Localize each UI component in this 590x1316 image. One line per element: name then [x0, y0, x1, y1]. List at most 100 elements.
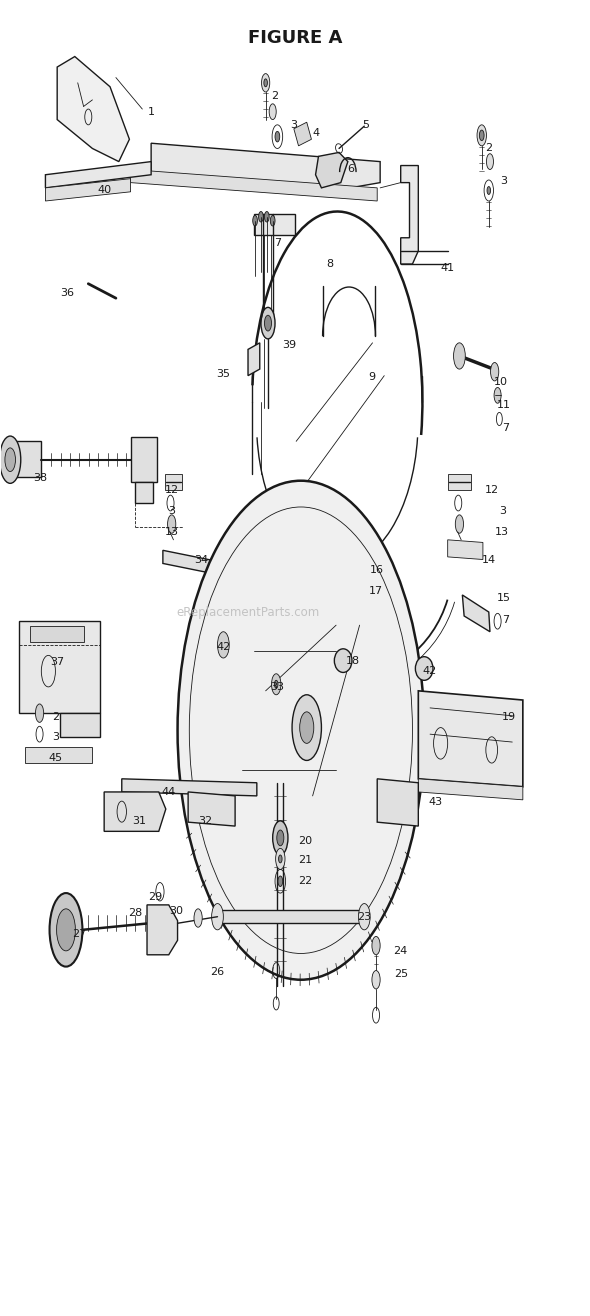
Text: 7: 7: [502, 424, 509, 433]
Circle shape: [477, 125, 486, 146]
Text: 33: 33: [270, 682, 284, 692]
Text: 42: 42: [216, 642, 231, 653]
Text: 15: 15: [496, 592, 510, 603]
Polygon shape: [218, 911, 364, 924]
Polygon shape: [165, 474, 182, 490]
Circle shape: [253, 216, 257, 226]
Text: 12: 12: [484, 484, 499, 495]
Circle shape: [356, 549, 369, 578]
Circle shape: [270, 216, 275, 226]
Circle shape: [276, 849, 285, 870]
Text: 28: 28: [128, 908, 142, 917]
Text: 8: 8: [327, 259, 334, 268]
Circle shape: [271, 674, 281, 695]
Polygon shape: [401, 166, 418, 265]
Text: 31: 31: [132, 816, 146, 826]
Text: 3: 3: [500, 176, 507, 187]
Circle shape: [261, 308, 275, 340]
Text: 10: 10: [493, 378, 507, 387]
Text: 5: 5: [362, 120, 369, 130]
Text: 2: 2: [271, 91, 278, 101]
Text: 30: 30: [169, 907, 183, 916]
Circle shape: [487, 187, 490, 195]
Circle shape: [278, 876, 283, 887]
Polygon shape: [130, 437, 157, 482]
Ellipse shape: [178, 480, 424, 979]
Text: 37: 37: [50, 657, 64, 667]
Circle shape: [194, 909, 202, 928]
Circle shape: [264, 316, 271, 332]
Polygon shape: [448, 540, 483, 559]
Text: FIGURE A: FIGURE A: [248, 29, 342, 47]
Circle shape: [372, 970, 380, 988]
Text: 2: 2: [485, 143, 492, 154]
Circle shape: [258, 212, 263, 222]
Circle shape: [50, 894, 83, 967]
Text: 42: 42: [423, 666, 437, 676]
Text: 36: 36: [60, 288, 74, 297]
Text: 38: 38: [34, 472, 48, 483]
Polygon shape: [13, 441, 41, 476]
Text: 11: 11: [496, 400, 510, 409]
Text: 26: 26: [211, 967, 225, 976]
Polygon shape: [254, 215, 295, 236]
Ellipse shape: [415, 657, 433, 680]
Text: 35: 35: [217, 370, 230, 379]
Text: 6: 6: [348, 164, 354, 175]
Text: 1: 1: [148, 107, 155, 117]
Polygon shape: [30, 626, 84, 642]
Polygon shape: [163, 550, 254, 582]
Text: 14: 14: [481, 554, 496, 565]
Circle shape: [358, 904, 370, 930]
Circle shape: [269, 104, 276, 120]
Text: 13: 13: [165, 526, 179, 537]
Polygon shape: [60, 713, 100, 737]
Text: 19: 19: [502, 712, 516, 722]
Text: 17: 17: [369, 586, 383, 596]
Polygon shape: [45, 162, 151, 188]
Text: 9: 9: [368, 372, 375, 382]
Text: 45: 45: [48, 753, 63, 763]
Polygon shape: [188, 792, 235, 826]
Text: 20: 20: [299, 836, 313, 846]
Text: 12: 12: [165, 484, 179, 495]
Circle shape: [372, 937, 380, 955]
Circle shape: [264, 79, 267, 87]
Text: 29: 29: [148, 892, 162, 901]
Polygon shape: [463, 595, 490, 632]
Polygon shape: [104, 792, 166, 832]
Text: 13: 13: [495, 526, 509, 537]
Text: 23: 23: [357, 912, 371, 921]
Text: 39: 39: [282, 341, 296, 350]
Circle shape: [292, 695, 322, 761]
Circle shape: [480, 130, 484, 141]
Circle shape: [218, 632, 230, 658]
Circle shape: [275, 132, 280, 142]
Polygon shape: [248, 343, 260, 375]
Circle shape: [261, 74, 270, 92]
Text: eReplacementParts.com: eReplacementParts.com: [176, 605, 320, 619]
Text: 2: 2: [52, 712, 59, 722]
Polygon shape: [57, 57, 129, 162]
Circle shape: [278, 855, 282, 863]
Ellipse shape: [335, 649, 352, 672]
Text: 32: 32: [199, 816, 213, 826]
Circle shape: [35, 704, 44, 722]
Circle shape: [486, 154, 493, 170]
Polygon shape: [147, 905, 178, 955]
Circle shape: [490, 362, 499, 380]
Text: 7: 7: [502, 615, 509, 625]
Text: 44: 44: [162, 787, 176, 797]
Text: 43: 43: [429, 797, 443, 808]
Text: 3: 3: [52, 732, 59, 742]
Circle shape: [264, 212, 269, 222]
Text: 3: 3: [290, 120, 297, 130]
Polygon shape: [19, 621, 100, 713]
Text: 3: 3: [168, 505, 175, 516]
Polygon shape: [25, 747, 93, 763]
Text: 24: 24: [394, 946, 408, 955]
Text: 41: 41: [441, 263, 455, 272]
Polygon shape: [45, 179, 130, 201]
Text: 40: 40: [97, 186, 112, 196]
Polygon shape: [122, 779, 257, 796]
